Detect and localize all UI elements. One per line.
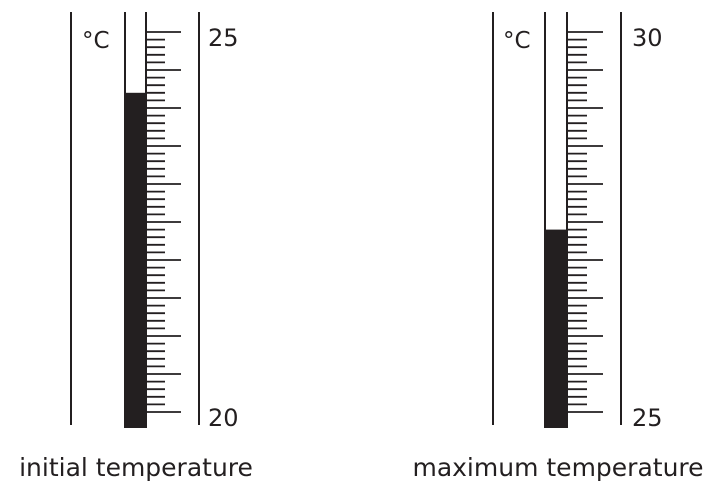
scale-max-label: 25 (208, 24, 239, 52)
mercury-column (545, 229, 567, 428)
thermometer-maximum: °C 30 25 maximum temperature (412, 12, 704, 482)
thermometer-caption: initial temperature (19, 453, 253, 482)
scale-min-label: 25 (632, 404, 663, 432)
scale-ticks (146, 31, 181, 413)
thermometer-initial: °C 25 20 initial temperature (19, 12, 253, 482)
unit-label: °C (503, 28, 531, 54)
mercury-column (125, 92, 146, 429)
scale-ticks (567, 31, 603, 413)
unit-label: °C (82, 28, 110, 54)
thermometer-caption: maximum temperature (412, 453, 703, 482)
scale-max-label: 30 (632, 24, 663, 52)
scale-min-label: 20 (208, 404, 239, 432)
